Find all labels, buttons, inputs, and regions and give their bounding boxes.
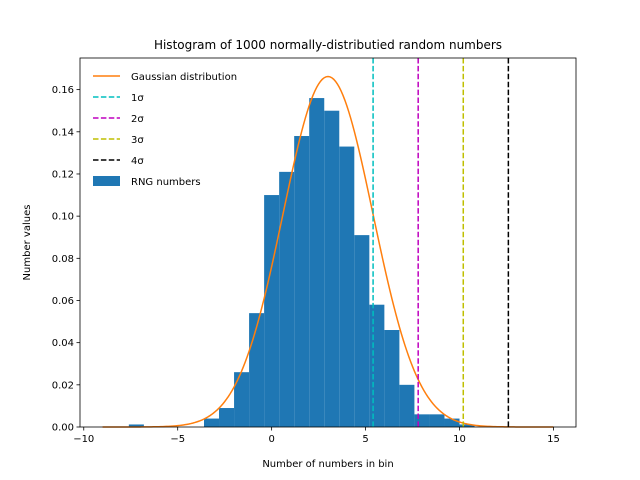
histogram-bar: [294, 136, 310, 427]
plot-area: [102, 58, 554, 428]
histogram-bar: [429, 414, 445, 427]
y-tick-label: 0.06: [52, 296, 74, 307]
y-tick-label: 0.04: [52, 338, 74, 349]
x-tick-label: 5: [362, 434, 368, 445]
y-tick-label: 0.02: [52, 380, 74, 391]
histogram-bar: [309, 98, 325, 427]
y-tick-label: 0.08: [52, 254, 74, 265]
y-tick-label: 0.16: [52, 85, 74, 96]
chart-title: Histogram of 1000 normally-distributied …: [154, 38, 502, 52]
histogram-bar: [459, 424, 475, 427]
histogram-bar: [414, 414, 430, 427]
histogram-bar: [399, 384, 415, 427]
x-tick-label: 10: [453, 434, 466, 445]
y-tick-label: 0.14: [52, 127, 74, 138]
x-tick-label: 15: [547, 434, 560, 445]
histogram-bar: [264, 195, 280, 427]
histogram-bar: [219, 408, 235, 427]
histogram-bar: [324, 110, 340, 427]
histogram-bar: [128, 424, 144, 427]
legend-label: RNG numbers: [131, 177, 201, 188]
y-axis-label: Number values: [22, 205, 33, 281]
y-tick-label: 0.00: [52, 423, 74, 434]
legend-label: 3σ: [131, 135, 144, 146]
histogram-bar: [339, 146, 355, 427]
y-tick-label: 0.12: [52, 169, 74, 180]
legend-label: 4σ: [131, 156, 144, 167]
histogram-bar: [279, 171, 295, 427]
histogram-bar: [204, 418, 220, 427]
legend-label: 2σ: [131, 114, 144, 125]
histogram-bar: [249, 313, 265, 427]
histogram-bar: [369, 304, 385, 427]
x-tick-label: −10: [73, 434, 94, 445]
histogram-bar: [234, 372, 250, 427]
x-axis-label: Number of numbers in bin: [262, 459, 393, 470]
histogram-bar: [444, 418, 460, 427]
axes-frame: [79, 57, 577, 428]
axes: −10 −5 0 5 10 15 0.00 0.02 0.04 0.06 0.08 0.10 0.12 0…: [52, 57, 577, 445]
x-tick-label: 0: [268, 434, 274, 445]
histogram-bar: [384, 330, 400, 427]
gaussian-curve: [102, 75, 554, 428]
y-tick-label: 0.10: [52, 212, 74, 223]
legend-label: Gaussian distribution: [131, 72, 237, 83]
histogram-bar: [354, 235, 370, 427]
legend-label: 1σ: [131, 93, 144, 104]
legend: Gaussian distribution 1σ 2σ 3σ 4σ RNG numbers: [93, 72, 237, 188]
legend-swatch: [93, 176, 120, 186]
x-tick-label: −5: [170, 434, 185, 445]
